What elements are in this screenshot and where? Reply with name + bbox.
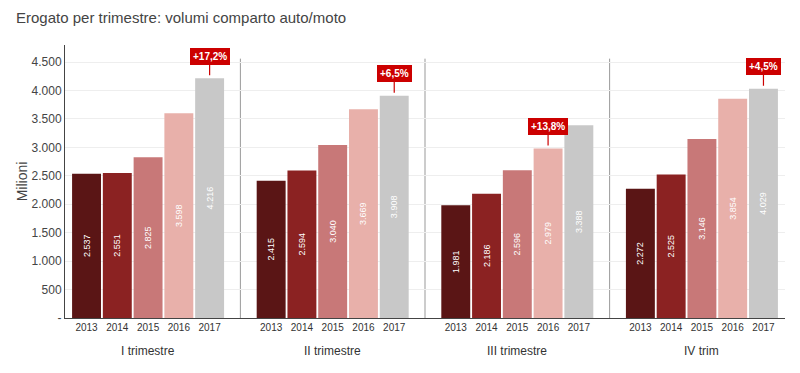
svg-text:1.500: 1.500 bbox=[32, 226, 62, 240]
svg-text:3.040: 3.040 bbox=[328, 220, 338, 243]
svg-text:2014: 2014 bbox=[291, 322, 314, 333]
svg-text:2014: 2014 bbox=[660, 322, 683, 333]
svg-text:2013: 2013 bbox=[260, 322, 283, 333]
svg-text:2017: 2017 bbox=[198, 322, 221, 333]
svg-text:3.000: 3.000 bbox=[32, 141, 62, 155]
svg-text:III trimestre: III trimestre bbox=[487, 344, 547, 358]
svg-text:2013: 2013 bbox=[75, 322, 98, 333]
svg-text:II trimestre: II trimestre bbox=[304, 344, 361, 358]
svg-text:2013: 2013 bbox=[629, 322, 652, 333]
svg-text:2.537: 2.537 bbox=[82, 235, 92, 258]
svg-text:3.669: 3.669 bbox=[358, 202, 368, 225]
svg-text:2.596: 2.596 bbox=[512, 233, 522, 256]
svg-text:2013: 2013 bbox=[445, 322, 468, 333]
svg-text:Milioni: Milioni bbox=[14, 162, 30, 202]
svg-text:2016: 2016 bbox=[168, 322, 191, 333]
svg-text:2.594: 2.594 bbox=[297, 233, 307, 256]
svg-text:2014: 2014 bbox=[475, 322, 498, 333]
svg-text:-: - bbox=[58, 311, 62, 325]
svg-text:3.500: 3.500 bbox=[32, 112, 62, 126]
svg-text:+4,5%: +4,5% bbox=[749, 61, 778, 72]
svg-text:3.598: 3.598 bbox=[174, 204, 184, 227]
svg-text:3.146: 3.146 bbox=[697, 217, 707, 240]
svg-text:4.216: 4.216 bbox=[205, 187, 215, 210]
svg-text:2.415: 2.415 bbox=[266, 238, 276, 261]
svg-text:3.854: 3.854 bbox=[728, 197, 738, 220]
svg-text:+6,5%: +6,5% bbox=[380, 68, 409, 79]
svg-text:4.500: 4.500 bbox=[32, 55, 62, 69]
svg-text:2015: 2015 bbox=[506, 322, 529, 333]
svg-text:2.186: 2.186 bbox=[482, 245, 492, 268]
svg-text:I trimestre: I trimestre bbox=[121, 344, 175, 358]
svg-text:2017: 2017 bbox=[383, 322, 406, 333]
svg-text:2015: 2015 bbox=[691, 322, 714, 333]
svg-text:2017: 2017 bbox=[752, 322, 775, 333]
svg-text:Erogato per trimestre: volumi: Erogato per trimestre: volumi comparto a… bbox=[16, 9, 346, 26]
svg-text:2.272: 2.272 bbox=[635, 242, 645, 265]
svg-text:+17,2%: +17,2% bbox=[193, 51, 227, 62]
svg-text:2016: 2016 bbox=[537, 322, 560, 333]
svg-text:2016: 2016 bbox=[722, 322, 745, 333]
svg-text:2.979: 2.979 bbox=[543, 222, 553, 245]
svg-text:3.908: 3.908 bbox=[389, 196, 399, 219]
svg-text:2.000: 2.000 bbox=[32, 197, 62, 211]
svg-text:2015: 2015 bbox=[322, 322, 345, 333]
svg-text:4.029: 4.029 bbox=[758, 192, 768, 215]
svg-text:2016: 2016 bbox=[352, 322, 375, 333]
svg-text:2.551: 2.551 bbox=[112, 234, 122, 257]
svg-text:2.525: 2.525 bbox=[666, 235, 676, 258]
svg-text:+13,8%: +13,8% bbox=[531, 121, 565, 132]
svg-text:2014: 2014 bbox=[106, 322, 129, 333]
svg-text:IV trim: IV trim bbox=[684, 344, 719, 358]
svg-text:2015: 2015 bbox=[137, 322, 160, 333]
svg-text:1.000: 1.000 bbox=[32, 254, 62, 268]
svg-text:2017: 2017 bbox=[568, 322, 591, 333]
svg-text:4.000: 4.000 bbox=[32, 84, 62, 98]
svg-text:2.500: 2.500 bbox=[32, 169, 62, 183]
svg-text:2.825: 2.825 bbox=[143, 226, 153, 249]
svg-text:500: 500 bbox=[42, 283, 62, 297]
svg-text:3.388: 3.388 bbox=[574, 210, 584, 233]
svg-text:1.981: 1.981 bbox=[451, 250, 461, 273]
